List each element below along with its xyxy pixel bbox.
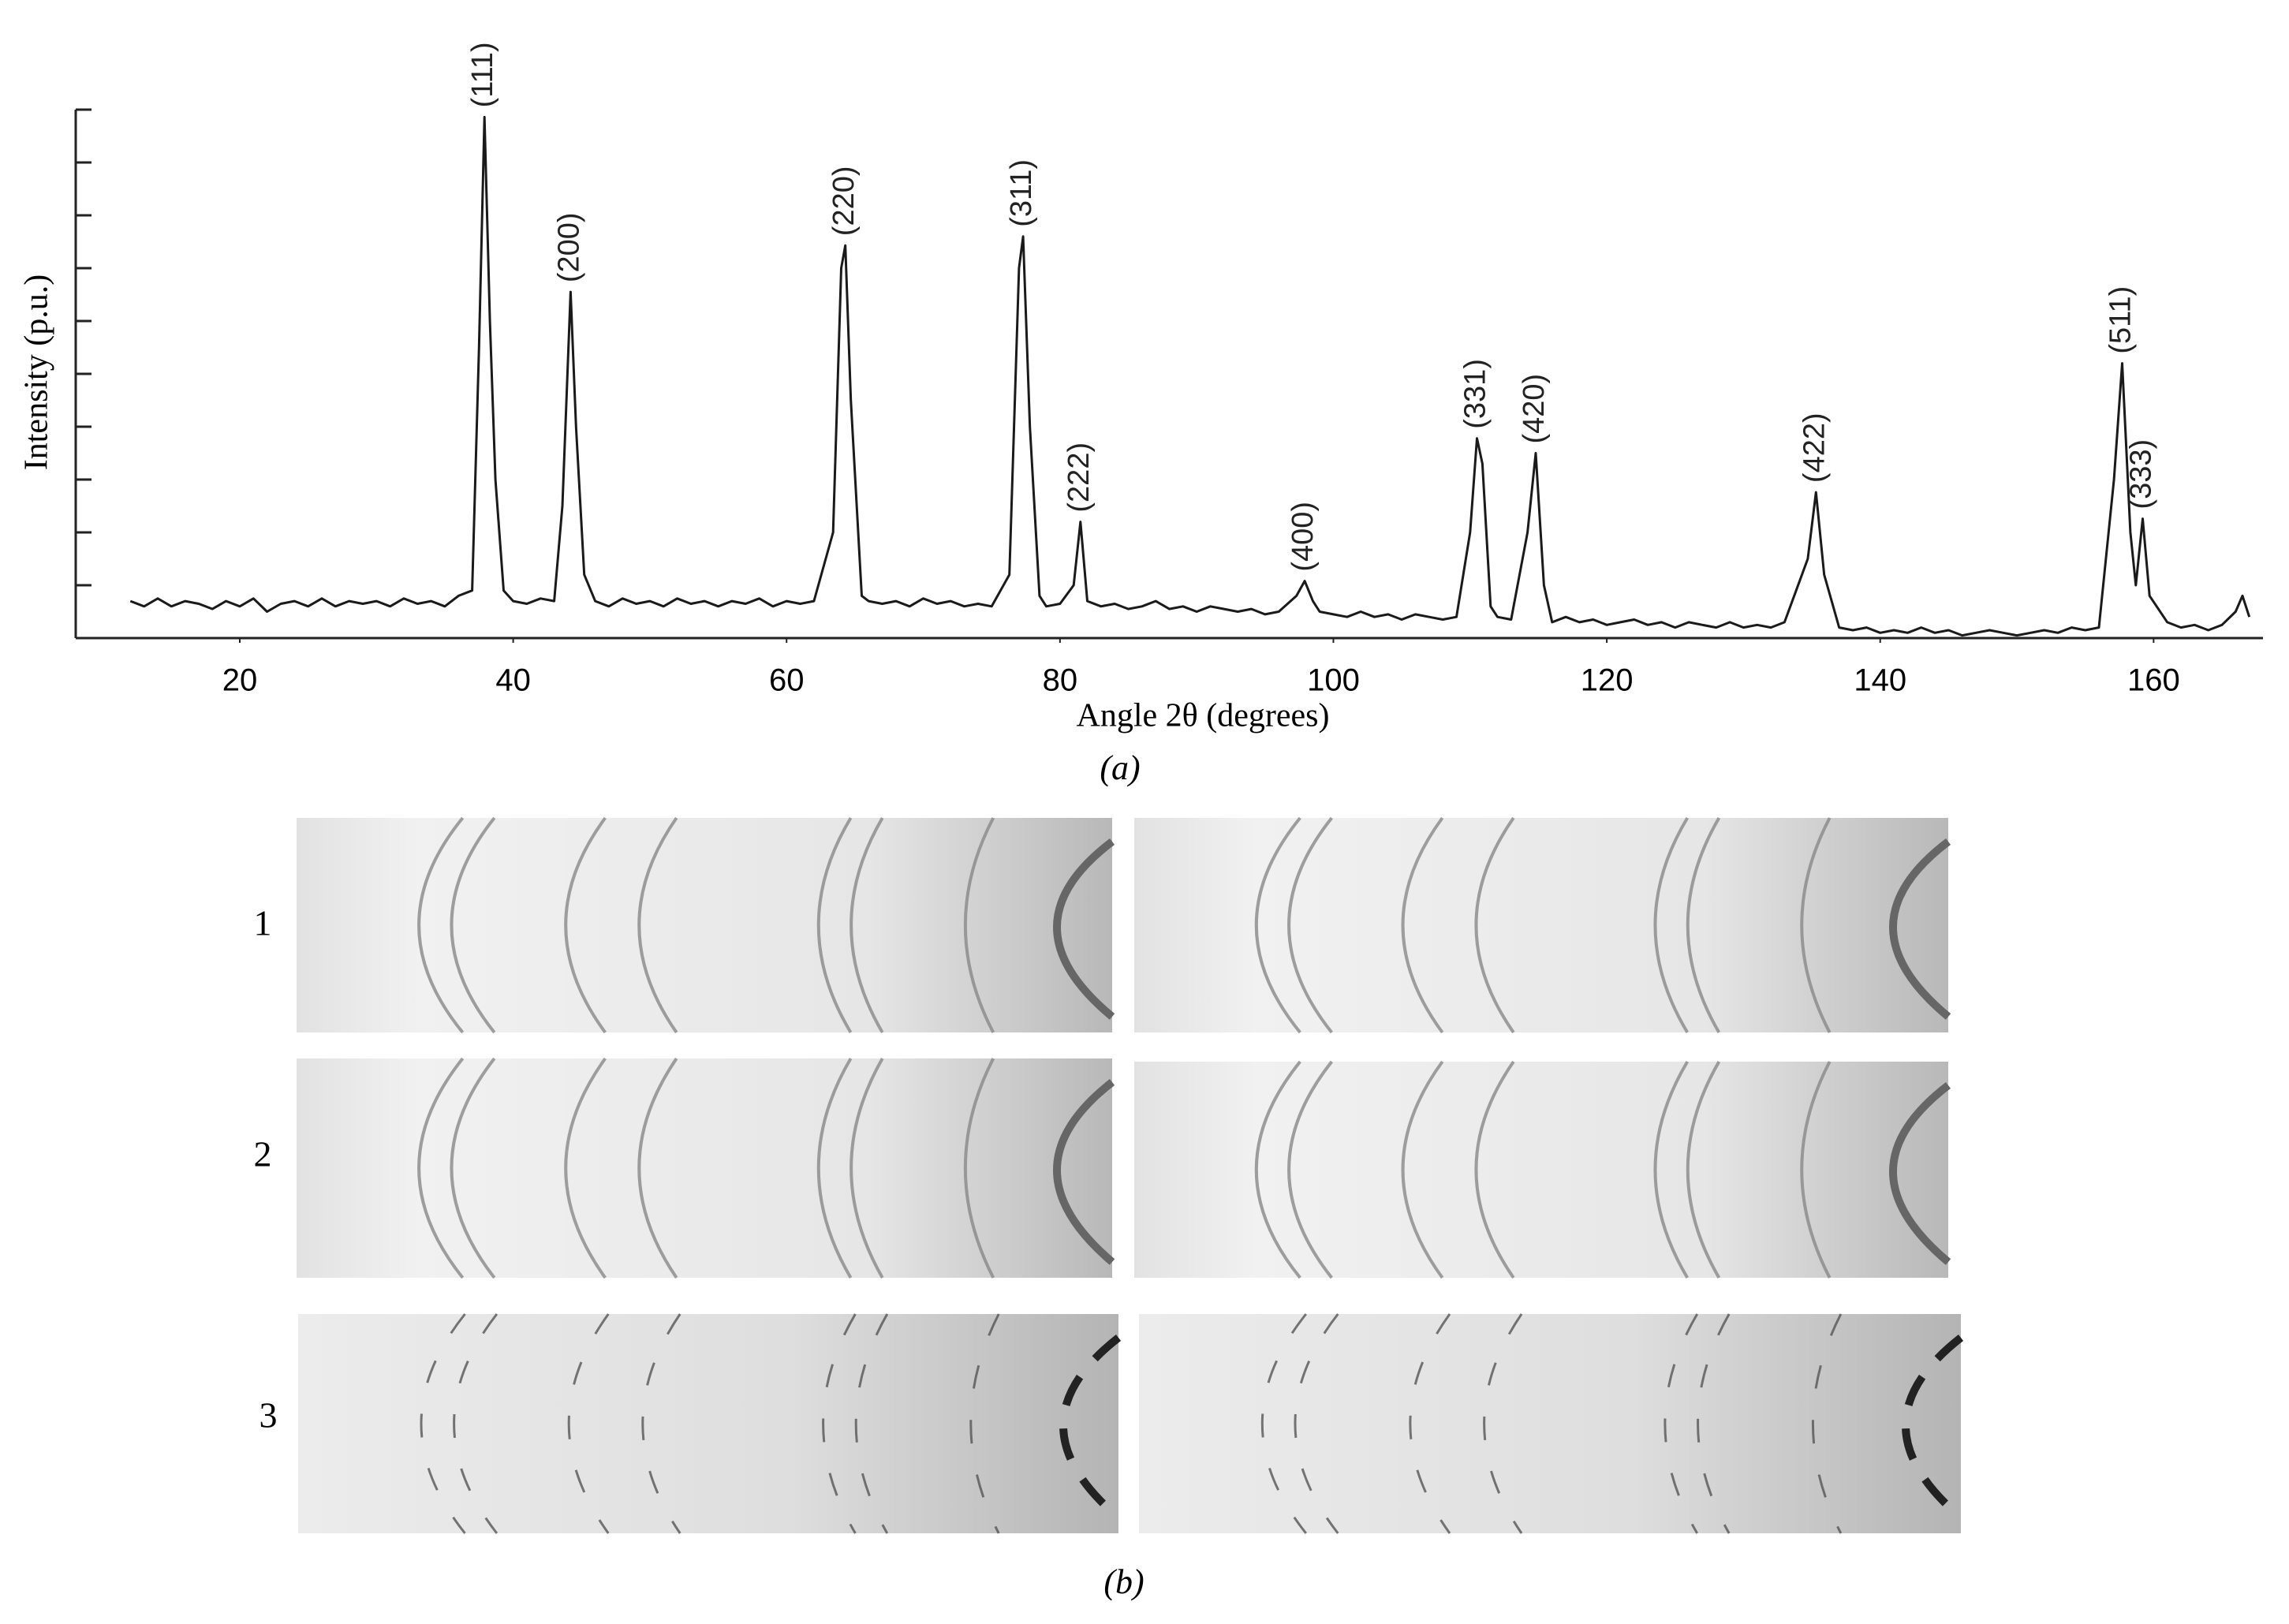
diffraction-ring bbox=[969, 1313, 1000, 1534]
peak-label: (422) bbox=[1798, 413, 1831, 483]
diffraction-ring bbox=[453, 1313, 499, 1534]
row-label: 3 bbox=[260, 1395, 278, 1435]
diffraction-ring bbox=[1287, 1060, 1333, 1279]
peak-label: (511) bbox=[2104, 286, 2138, 354]
peak-label: (331) bbox=[1458, 359, 1492, 429]
x-tick-label: 140 bbox=[1854, 663, 1906, 698]
diffraction-ring bbox=[564, 816, 607, 1034]
diffraction-ring bbox=[854, 1313, 889, 1534]
x-axis-label: Angle 2θ (degrees) bbox=[1077, 698, 1330, 734]
x-tick-label: 60 bbox=[769, 663, 805, 698]
diffraction-ring bbox=[850, 1058, 884, 1279]
diffraction-ring bbox=[1053, 838, 1115, 1020]
row-label: 2 bbox=[254, 1134, 272, 1174]
diffraction-ring bbox=[816, 1057, 853, 1279]
plot: 20 40 60 80 100 120 140 160 (111) (200) (220) (311)… bbox=[74, 42, 2263, 698]
diffraction-ring bbox=[637, 816, 678, 1034]
diffraction-ring bbox=[641, 1313, 681, 1534]
line bbox=[129, 115, 2251, 637]
photo bbox=[298, 1314, 1118, 1533]
diffraction-ring bbox=[1294, 1313, 1339, 1534]
diffraction-ring bbox=[1653, 1060, 1689, 1279]
diffraction-ring bbox=[1254, 816, 1301, 1034]
diffraction-ring bbox=[567, 1313, 610, 1534]
diffraction-ring bbox=[1474, 816, 1515, 1034]
diffraction-ring bbox=[1800, 1061, 1832, 1279]
diffraction-ring bbox=[417, 1057, 465, 1279]
diffraction-ring bbox=[816, 816, 853, 1034]
row-label: 1 bbox=[254, 903, 272, 943]
x-tick-label: 160 bbox=[2127, 663, 2180, 698]
diffraction-ring bbox=[564, 1057, 607, 1279]
diffraction-ring bbox=[1053, 1079, 1115, 1265]
diffraction-ring bbox=[1697, 1313, 1731, 1534]
diffraction-ring bbox=[1686, 816, 1721, 1034]
peak-label: (420) bbox=[1518, 374, 1551, 444]
diffraction-ring bbox=[1287, 816, 1333, 1034]
diffraction-ring bbox=[1889, 1082, 1951, 1265]
diffraction-ring bbox=[420, 1313, 466, 1534]
diffraction-ring bbox=[1401, 816, 1444, 1034]
diffraction-ring bbox=[1664, 1313, 1698, 1534]
diffraction-ring bbox=[1686, 1060, 1721, 1279]
x-tick-label: 100 bbox=[1307, 663, 1360, 698]
photo-panels bbox=[297, 816, 1964, 1534]
diffraction-ring bbox=[1800, 817, 1832, 1033]
diffraction-ring bbox=[450, 1057, 496, 1279]
diffraction-ring bbox=[1483, 1313, 1523, 1534]
diffraction-ring bbox=[1474, 1060, 1515, 1279]
diffraction-ring bbox=[637, 1057, 678, 1279]
peak-label: (200) bbox=[552, 212, 585, 282]
peak-label: (111) bbox=[466, 42, 499, 107]
diffraction-ring bbox=[1653, 816, 1689, 1034]
caption-b: (b) bbox=[1103, 1562, 1144, 1601]
diffraction-ring bbox=[822, 1313, 857, 1534]
diffraction-ring bbox=[1254, 1060, 1301, 1279]
diffraction-ring bbox=[1409, 1313, 1451, 1534]
x-tick-label: 80 bbox=[1043, 663, 1078, 698]
diffraction-ring bbox=[963, 817, 995, 1033]
caption-a: (a) bbox=[1100, 749, 1140, 787]
diffraction-ring bbox=[1902, 1335, 1964, 1521]
peak-label: (400) bbox=[1286, 502, 1320, 572]
y-axis-label: Intensity (p.u.) bbox=[19, 274, 55, 470]
peak-label: (222) bbox=[1062, 442, 1096, 513]
diffraction-ring bbox=[417, 816, 465, 1034]
diffraction-ring bbox=[850, 816, 884, 1034]
x-tick-label: 120 bbox=[1581, 663, 1634, 698]
x-tick-label: 20 bbox=[222, 663, 258, 698]
diffraction-ring bbox=[1889, 838, 1951, 1020]
photo bbox=[1139, 1314, 1961, 1533]
diffraction-ring bbox=[1401, 1060, 1444, 1279]
x-tick-label: 40 bbox=[495, 663, 531, 698]
diffraction-ring bbox=[450, 816, 496, 1034]
diffraction-ring bbox=[1811, 1313, 1843, 1534]
peak-label: (220) bbox=[827, 166, 861, 236]
peak-label: (333) bbox=[2125, 439, 2158, 510]
peak-label: (311) bbox=[1005, 159, 1038, 227]
diffraction-ring bbox=[1059, 1335, 1122, 1521]
diffraction-ring bbox=[963, 1058, 995, 1279]
diffraction-ring bbox=[1260, 1313, 1307, 1534]
